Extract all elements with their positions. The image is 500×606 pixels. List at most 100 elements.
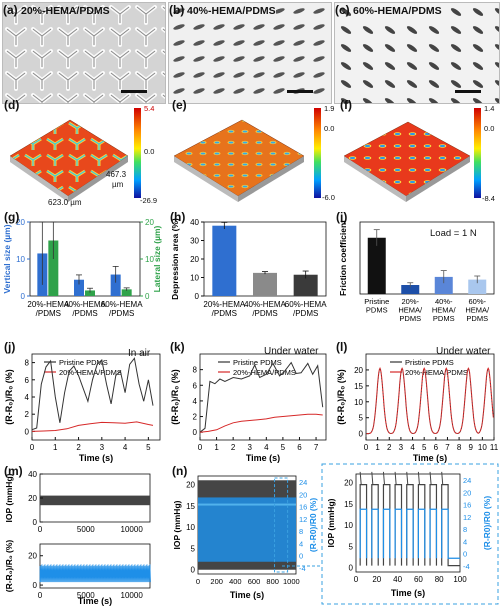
chart-n-inset: 0 20 40 60 80 100 0 5 10 15 20 -4 0 4 8 12 16 20 24 Time (s… bbox=[321, 463, 499, 605]
y2-tick-label: 10 bbox=[145, 255, 154, 264]
plot-frame bbox=[199, 353, 327, 441]
spike bbox=[441, 471, 444, 485]
y-tick-label: 0 bbox=[349, 564, 354, 573]
x-tick-label: 10000 bbox=[121, 525, 144, 534]
micrograph-a: (a) 20%-HEMA/PDMS bbox=[2, 2, 166, 104]
legend-label-pristine: Pristine PDMS bbox=[233, 358, 282, 367]
annotation-under-water-l: Under water bbox=[436, 346, 491, 357]
x-tick-label: 7 bbox=[314, 443, 319, 452]
profile-f bbox=[343, 108, 481, 202]
x-tick-label: 1000 bbox=[283, 577, 300, 586]
panel-label-j: (j) bbox=[4, 340, 16, 354]
y-axis-label: Vertical size (µm) bbox=[2, 224, 12, 293]
x-tick-label: 5000 bbox=[77, 525, 95, 534]
y2-axis-label: (R-R0)/R0 (%) bbox=[482, 496, 492, 550]
x-tick-label: 800 bbox=[266, 577, 279, 586]
y-tick-label: 0 bbox=[33, 518, 38, 527]
category-label: 40%-HEMA/PDMS bbox=[244, 300, 286, 318]
annotation-in-air: In air bbox=[128, 348, 151, 359]
y2-tick-label: 12 bbox=[299, 515, 307, 524]
y-tick-label: 0 bbox=[193, 428, 198, 437]
panel-title-b: 40%-HEMA/PDMS bbox=[187, 5, 276, 17]
y-tick-label: 2 bbox=[193, 413, 198, 422]
y-axis-label: IOP (mmHg) bbox=[326, 498, 336, 547]
category-label: 60%-HEMA/PDMS bbox=[101, 300, 143, 318]
y-tick-label: 15 bbox=[354, 382, 363, 391]
y2-tick-label: 16 bbox=[463, 501, 471, 510]
y-tick-label: 20 bbox=[354, 366, 363, 375]
annotation-under-water-k: Under water bbox=[264, 346, 319, 357]
y-axis-label: (R-R₀)/R₀ (%) bbox=[170, 369, 180, 425]
panel-title-c: 60%-HEMA/PDMS bbox=[353, 5, 442, 17]
y2-tick-label: 20 bbox=[145, 218, 154, 227]
profile-row bbox=[9, 108, 481, 202]
y-tick-label: 0 bbox=[195, 292, 200, 301]
d-scale-mid: 0.0 bbox=[144, 147, 155, 156]
y-tick-label: 20 bbox=[186, 481, 195, 490]
x-tick-label: 40 bbox=[393, 575, 402, 584]
x-tick-label: 2 bbox=[76, 443, 81, 452]
chart-k: 0 1 2 3 4 5 6 7 0 2 4 6 8 Time (s) (R-R₀)/R₀ (%) Pristi… bbox=[170, 353, 327, 463]
spike bbox=[417, 471, 420, 485]
y2-axis-label: Lateral size (µm) bbox=[152, 225, 162, 292]
x-tick-label: 600 bbox=[248, 577, 261, 586]
iop-band bbox=[40, 495, 150, 506]
y-tick-label: 20 bbox=[28, 552, 37, 561]
f-scale-mid: 0.0 bbox=[484, 124, 495, 133]
x-tick-label: 200 bbox=[210, 577, 223, 586]
panel-label-g: (g) bbox=[4, 210, 20, 224]
y-tick-label: 2 bbox=[25, 410, 30, 419]
bar bbox=[85, 290, 95, 296]
x-tick-label: 400 bbox=[229, 577, 242, 586]
y2-tick-label: 0 bbox=[299, 552, 303, 561]
bar bbox=[121, 289, 132, 296]
bar bbox=[468, 279, 487, 294]
y-tick-label: 10 bbox=[16, 255, 25, 264]
y-tick-label: 4 bbox=[25, 393, 30, 402]
bar bbox=[367, 237, 386, 294]
x-tick-label: 1 bbox=[375, 443, 380, 452]
chart-j: 0 1 2 3 4 5 0 2 4 6 8 Time (s) (R-R₀)/R₀ (%) Pristine… bbox=[4, 353, 161, 463]
bar bbox=[110, 274, 121, 296]
x-tick-label: 3 bbox=[399, 443, 404, 452]
x-tick-label: 10 bbox=[478, 443, 487, 452]
x-tick-label: 0 bbox=[196, 577, 200, 586]
x-tick-label: 20 bbox=[372, 575, 381, 584]
y-tick-label: 6 bbox=[25, 376, 30, 385]
legend-label-hema: 20%-HEMA/PDMS bbox=[233, 368, 296, 377]
d-scale-min: -26.9 bbox=[140, 196, 158, 205]
x-tick-label: 5 bbox=[146, 443, 151, 452]
x-axis-label: Time (s) bbox=[413, 453, 447, 463]
x-tick-label: 0 bbox=[364, 443, 369, 452]
chart-g: 0 0 10 10 20 20 Vertical size (µm) Lateral size… bbox=[2, 218, 162, 318]
e-scale-max: 1.9 bbox=[324, 104, 335, 113]
x-tick-label: 0 bbox=[38, 525, 43, 534]
y-tick-label: 5 bbox=[359, 414, 364, 423]
category-label: 40%-HEMA/PDMS bbox=[64, 300, 106, 318]
panel-label-e: (e) bbox=[172, 98, 187, 112]
f-scale-max: 1.4 bbox=[484, 104, 495, 113]
micrograph-c-texture bbox=[335, 3, 499, 103]
y2-tick-label: 20 bbox=[299, 490, 307, 499]
y-tick-label: 5 bbox=[191, 544, 196, 553]
x-tick-label: 0 bbox=[198, 443, 203, 452]
x-tick-label: 7 bbox=[445, 443, 450, 452]
x-axis-label: Time (s) bbox=[79, 453, 113, 463]
y2-tick-label: 0 bbox=[463, 550, 467, 559]
y-tick-label: 30 bbox=[190, 237, 199, 246]
y2-axis-label: (R-R0)/R0 (%) bbox=[308, 498, 318, 552]
panel-label-l: (l) bbox=[336, 340, 348, 354]
x-tick-label: 9 bbox=[469, 443, 474, 452]
y2-tick-label: 24 bbox=[463, 476, 471, 485]
panel-label-c: (c) bbox=[335, 3, 350, 17]
y2-tick-label: -4 bbox=[299, 564, 306, 573]
x-tick-label: 5000 bbox=[77, 591, 95, 600]
micrograph-b: (b) 40%-HEMA/PDMS bbox=[168, 2, 332, 104]
plot-frame bbox=[365, 353, 495, 441]
series-line-1 bbox=[199, 413, 323, 433]
chart-n: 0 200 400 600 800 1000 0 5 10 15 20 -4 0 4 8 12 16 20 24 Ti… bbox=[172, 475, 320, 600]
plot-frame bbox=[359, 221, 495, 295]
x-tick-label: 10000 bbox=[121, 591, 144, 600]
x-axis-label: Time (s) bbox=[230, 590, 264, 600]
